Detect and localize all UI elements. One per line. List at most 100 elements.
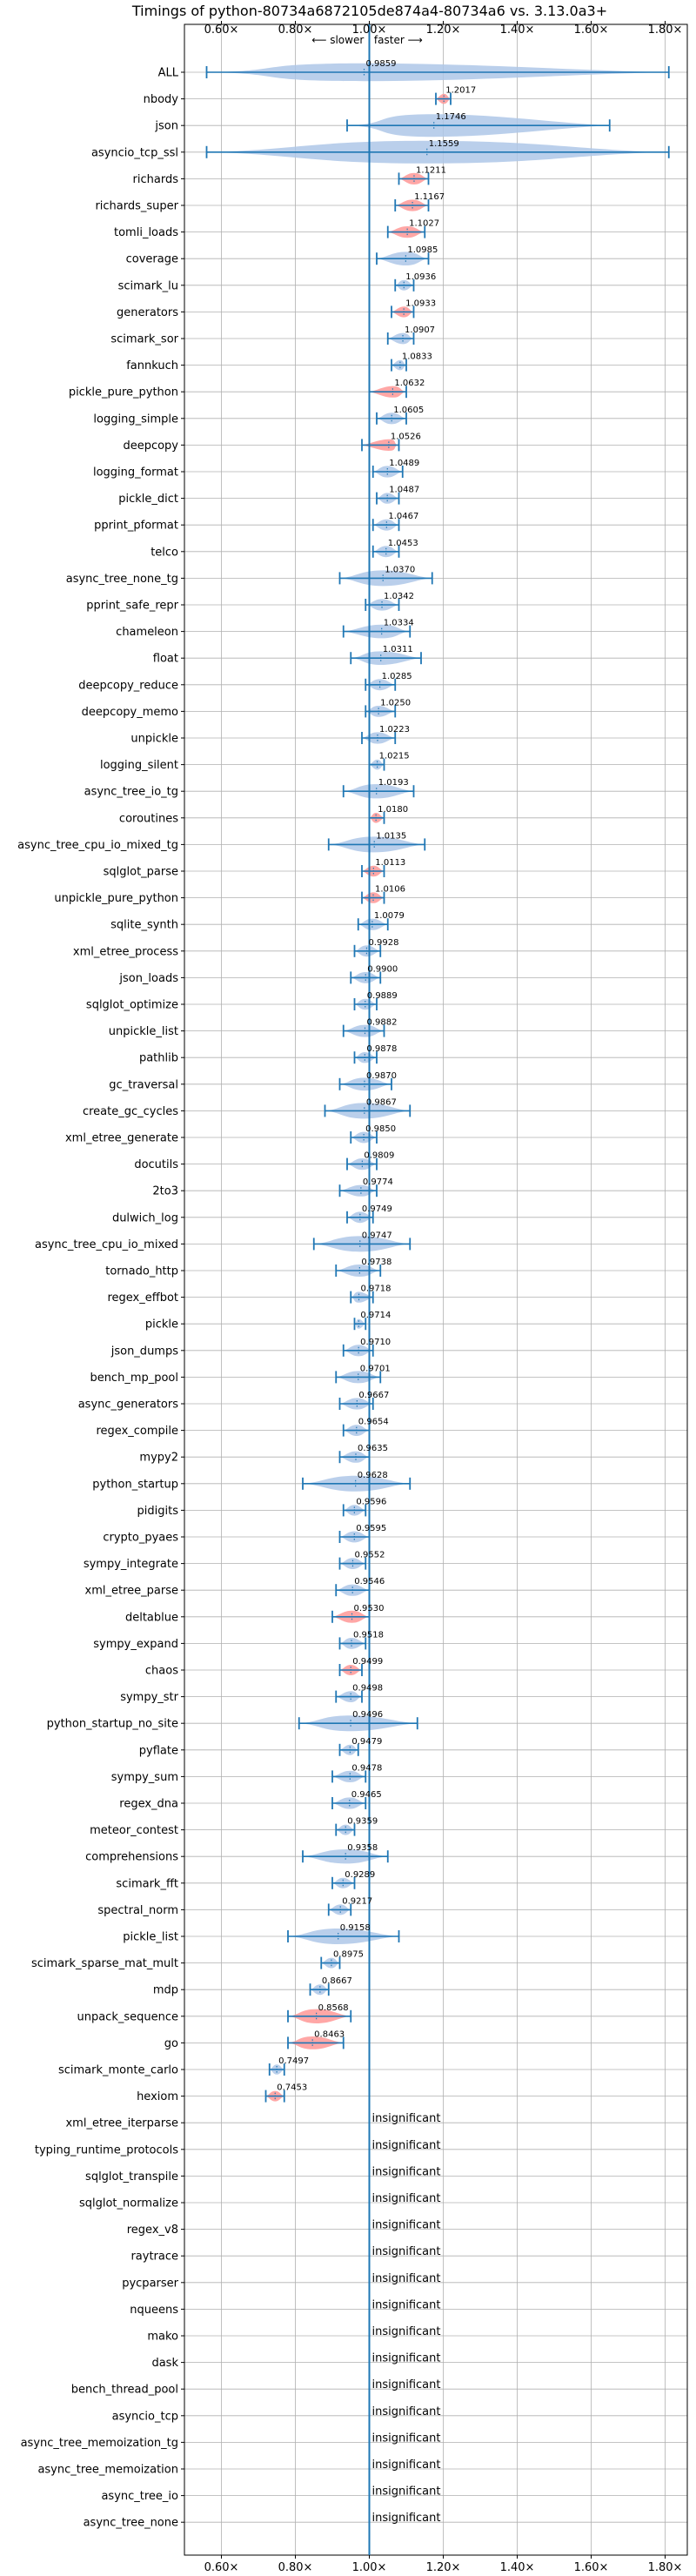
value-label: 0.9749 xyxy=(362,1204,392,1214)
benchmark-label: async_generators xyxy=(78,1399,179,1412)
value-label: 1.1027 xyxy=(409,219,439,229)
benchmark-label: spectral_norm xyxy=(97,1904,178,1917)
benchmark-label: asyncio_tcp_ssl xyxy=(91,146,178,159)
insignificant-label: insignificant xyxy=(372,2459,441,2472)
value-label: 0.9635 xyxy=(358,1444,388,1453)
benchmark-label: dulwich_log xyxy=(112,1211,178,1224)
benchmark-label: coroutines xyxy=(119,812,178,825)
benchmark-label: go xyxy=(164,2037,178,2050)
benchmark-label: scimark_fft xyxy=(116,1877,178,1890)
benchmark-label: typing_runtime_protocols xyxy=(35,2143,178,2157)
label-layer: ALL 0.9859 nbody 1.2017 json 1.1746 asyncio_tc… xyxy=(17,59,476,2530)
value-label: 1.0933 xyxy=(405,299,436,308)
value-label: 1.0180 xyxy=(378,805,408,815)
benchmark-label: fannkuch xyxy=(126,359,178,372)
value-label: 1.0487 xyxy=(389,486,419,495)
value-label: 0.8975 xyxy=(333,1950,364,1960)
benchmark-label: async_tree_io xyxy=(101,2490,178,2503)
value-label: 1.0632 xyxy=(394,379,425,388)
value-label: 0.8463 xyxy=(314,2029,345,2039)
value-label: 0.9595 xyxy=(356,1524,386,1533)
value-label: 1.0453 xyxy=(388,539,418,548)
value-label: 0.9654 xyxy=(358,1418,389,1427)
benchmark-label: regex_effbot xyxy=(107,1291,178,1305)
x-tick-label-top: 1.00× xyxy=(352,23,387,37)
value-label: 0.7497 xyxy=(278,2056,309,2066)
violin-layer xyxy=(205,63,670,2103)
value-label: 0.9850 xyxy=(365,1124,396,1134)
benchmark-label: sympy_str xyxy=(120,1691,178,1704)
value-label: 1.1746 xyxy=(436,112,466,122)
benchmark-label: meteor_contest xyxy=(90,1824,178,1837)
benchmark-label: logging_format xyxy=(93,466,178,480)
tick-layer: 0.60× 0.60× 0.80× 0.80× 1.00× 1.00× 1.20× 1.20×… xyxy=(181,21,682,2574)
x-tick-label-top: 1.40× xyxy=(500,23,535,37)
x-tick-label-top: 0.80× xyxy=(278,23,313,37)
benchmark-label: pyflate xyxy=(139,1744,178,1757)
benchmark-label: unpack_sequence xyxy=(77,2010,178,2023)
x-tick-label-bottom: 0.60× xyxy=(204,2561,239,2574)
value-label: 0.9498 xyxy=(352,1684,383,1694)
benchmark-label: float xyxy=(153,653,178,666)
plot-frame xyxy=(184,23,688,2556)
value-label: 1.0250 xyxy=(380,698,411,708)
value-label: 1.0215 xyxy=(379,752,410,761)
x-tick-label-bottom: 1.20× xyxy=(426,2561,461,2574)
value-label: 1.0106 xyxy=(375,885,405,895)
benchmark-label: raytrace xyxy=(130,2251,178,2264)
benchmark-label: python_startup xyxy=(92,1478,178,1491)
value-label: 0.8667 xyxy=(322,1976,352,1986)
benchmark-label: bench_thread_pool xyxy=(71,2384,178,2397)
value-label: 0.9518 xyxy=(353,1630,384,1640)
benchmark-label: python_startup_no_site xyxy=(47,1718,178,1731)
benchmark-label: async_tree_none_tg xyxy=(66,573,178,586)
benchmark-label: coverage xyxy=(126,253,178,266)
x-tick-label-bottom: 1.40× xyxy=(500,2561,535,2574)
benchmark-label: pickle xyxy=(145,1318,178,1332)
benchmark-label: logging_silent xyxy=(100,759,178,772)
benchmark-label: deepcopy_memo xyxy=(82,706,178,719)
x-tick-label-top: 1.60× xyxy=(574,23,609,37)
insignificant-label: insignificant xyxy=(372,2112,441,2125)
benchmark-label: pprint_safe_repr xyxy=(86,600,178,613)
insignificant-label: insignificant xyxy=(372,2378,441,2392)
value-label: 1.1211 xyxy=(416,165,446,175)
value-label: 0.9878 xyxy=(366,1044,397,1054)
x-tick-label-bottom: 1.60× xyxy=(574,2561,609,2574)
benchmark-label: 2to3 xyxy=(152,1185,178,1198)
insignificant-label: insignificant xyxy=(372,2272,441,2285)
x-tick-label-bottom: 1.00× xyxy=(352,2561,387,2574)
insignificant-label: insignificant xyxy=(372,2139,441,2152)
insignificant-label: insignificant xyxy=(372,2352,441,2365)
benchmark-label: xml_etree_process xyxy=(73,945,178,958)
benchmark-label: sqlite_synth xyxy=(110,919,178,932)
value-label: 0.9774 xyxy=(363,1177,393,1187)
value-label: 0.9289 xyxy=(345,1870,375,1880)
insignificant-label: insignificant xyxy=(372,2165,441,2178)
x-tick-label-top: 0.60× xyxy=(204,23,239,37)
value-label: 0.9882 xyxy=(366,1018,397,1028)
benchmark-label: async_tree_io_tg xyxy=(84,786,178,799)
value-label: 0.9667 xyxy=(358,1391,389,1400)
benchmark-label: deepcopy xyxy=(123,439,178,453)
value-label: 1.0526 xyxy=(391,432,421,441)
benchmark-label: hexiom xyxy=(137,2090,178,2103)
value-label: 0.9496 xyxy=(352,1710,383,1720)
benchmark-label: async_tree_cpu_io_mixed_tg xyxy=(17,839,178,852)
benchmark-label: xml_etree_parse xyxy=(85,1585,178,1598)
value-label: 1.0985 xyxy=(407,245,438,255)
benchmark-label: sqlglot_transpile xyxy=(85,2170,178,2184)
benchmark-label: tomli_loads xyxy=(114,226,178,239)
value-label: 0.9499 xyxy=(352,1657,383,1667)
benchmark-label: pickle_pure_python xyxy=(69,386,178,399)
benchmark-label: regex_dna xyxy=(119,1798,178,1811)
benchmark-label: mako xyxy=(147,2331,178,2344)
benchmark-label: create_gc_cycles xyxy=(83,1105,178,1118)
value-label: 0.9714 xyxy=(360,1311,391,1320)
benchmark-label: dask xyxy=(151,2357,178,2370)
value-label: 1.0467 xyxy=(388,512,418,521)
frame-layer xyxy=(184,23,688,2556)
benchmark-label: unpickle_pure_python xyxy=(54,892,178,905)
benchmark-label: regex_compile xyxy=(96,1425,178,1438)
